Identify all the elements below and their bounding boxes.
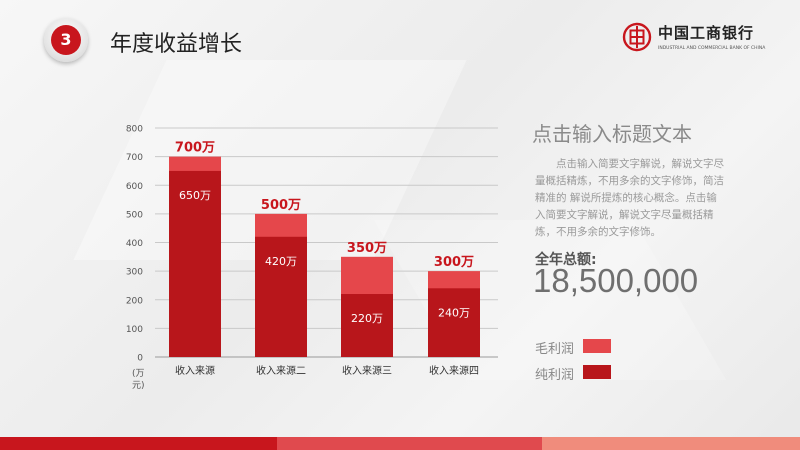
- side-title: 点击输入标题文本: [532, 122, 692, 146]
- y-tick-label: 400: [126, 239, 143, 249]
- data-label-gross: 300万: [434, 255, 474, 270]
- y-axis-label: (万: [132, 369, 145, 379]
- y-tick-label: 800: [126, 125, 143, 135]
- y-tick-label: 300: [126, 268, 143, 278]
- data-label-net: 220万: [351, 312, 383, 325]
- total-value: 18,500,000: [533, 262, 699, 299]
- logo-name-cn: 中国工商银行: [658, 24, 755, 42]
- logo-name-en: INDUSTRIAL AND COMMERCIAL BANK OF CHINA: [658, 46, 766, 51]
- bar-net: [255, 236, 307, 357]
- y-tick-label: 700: [126, 153, 143, 163]
- x-tick-label: 收入来源四: [429, 364, 479, 377]
- x-tick-label: 收入来源二: [256, 364, 306, 377]
- y-tick-label: 0: [137, 354, 143, 364]
- section-number-badge: 3: [44, 18, 88, 62]
- bar-net: [169, 170, 221, 357]
- data-label-gross: 700万: [175, 141, 215, 156]
- bottom-band-segment: [277, 437, 542, 450]
- page-title: 年度收益增长: [110, 32, 243, 57]
- x-tick-label: 收入来源: [175, 364, 215, 377]
- bottom-band-segment: [542, 437, 800, 450]
- legend-swatch: [583, 339, 611, 353]
- data-label-gross: 500万: [261, 198, 301, 213]
- bottom-band-segment: [0, 437, 277, 450]
- y-tick-label: 200: [126, 296, 143, 306]
- y-tick-label: 500: [126, 210, 143, 220]
- total-label: 全年总额:: [535, 252, 597, 268]
- section-number: 3: [51, 25, 81, 55]
- y-axis-label: 元): [132, 381, 145, 391]
- x-tick-label: 收入来源三: [342, 364, 392, 377]
- data-label-net: 650万: [179, 189, 211, 202]
- bar-net: [341, 294, 393, 357]
- data-label-net: 420万: [265, 255, 297, 268]
- legend-swatch: [583, 365, 611, 379]
- legend-label: 毛利润: [535, 342, 575, 357]
- data-label-net: 240万: [438, 306, 470, 319]
- bank-logo: 中国工商银行 INDUSTRIAL AND COMMERCIAL BANK OF…: [622, 20, 792, 60]
- y-tick-label: 600: [126, 182, 143, 192]
- y-tick-label: 100: [126, 325, 143, 335]
- icbc-logo-icon: [622, 22, 652, 52]
- side-description: 点击输入简要文字解说，解说文字尽量概括精炼，不用多余的文字修饰，简洁精准的 解说…: [535, 158, 724, 238]
- data-label-gross: 350万: [347, 241, 387, 256]
- legend-label: 纯利润: [535, 368, 575, 383]
- header: 3 年度收益增长 中国工商银行 INDUSTRIAL AND COMMERCIA…: [0, 0, 800, 80]
- bar-net: [428, 288, 480, 357]
